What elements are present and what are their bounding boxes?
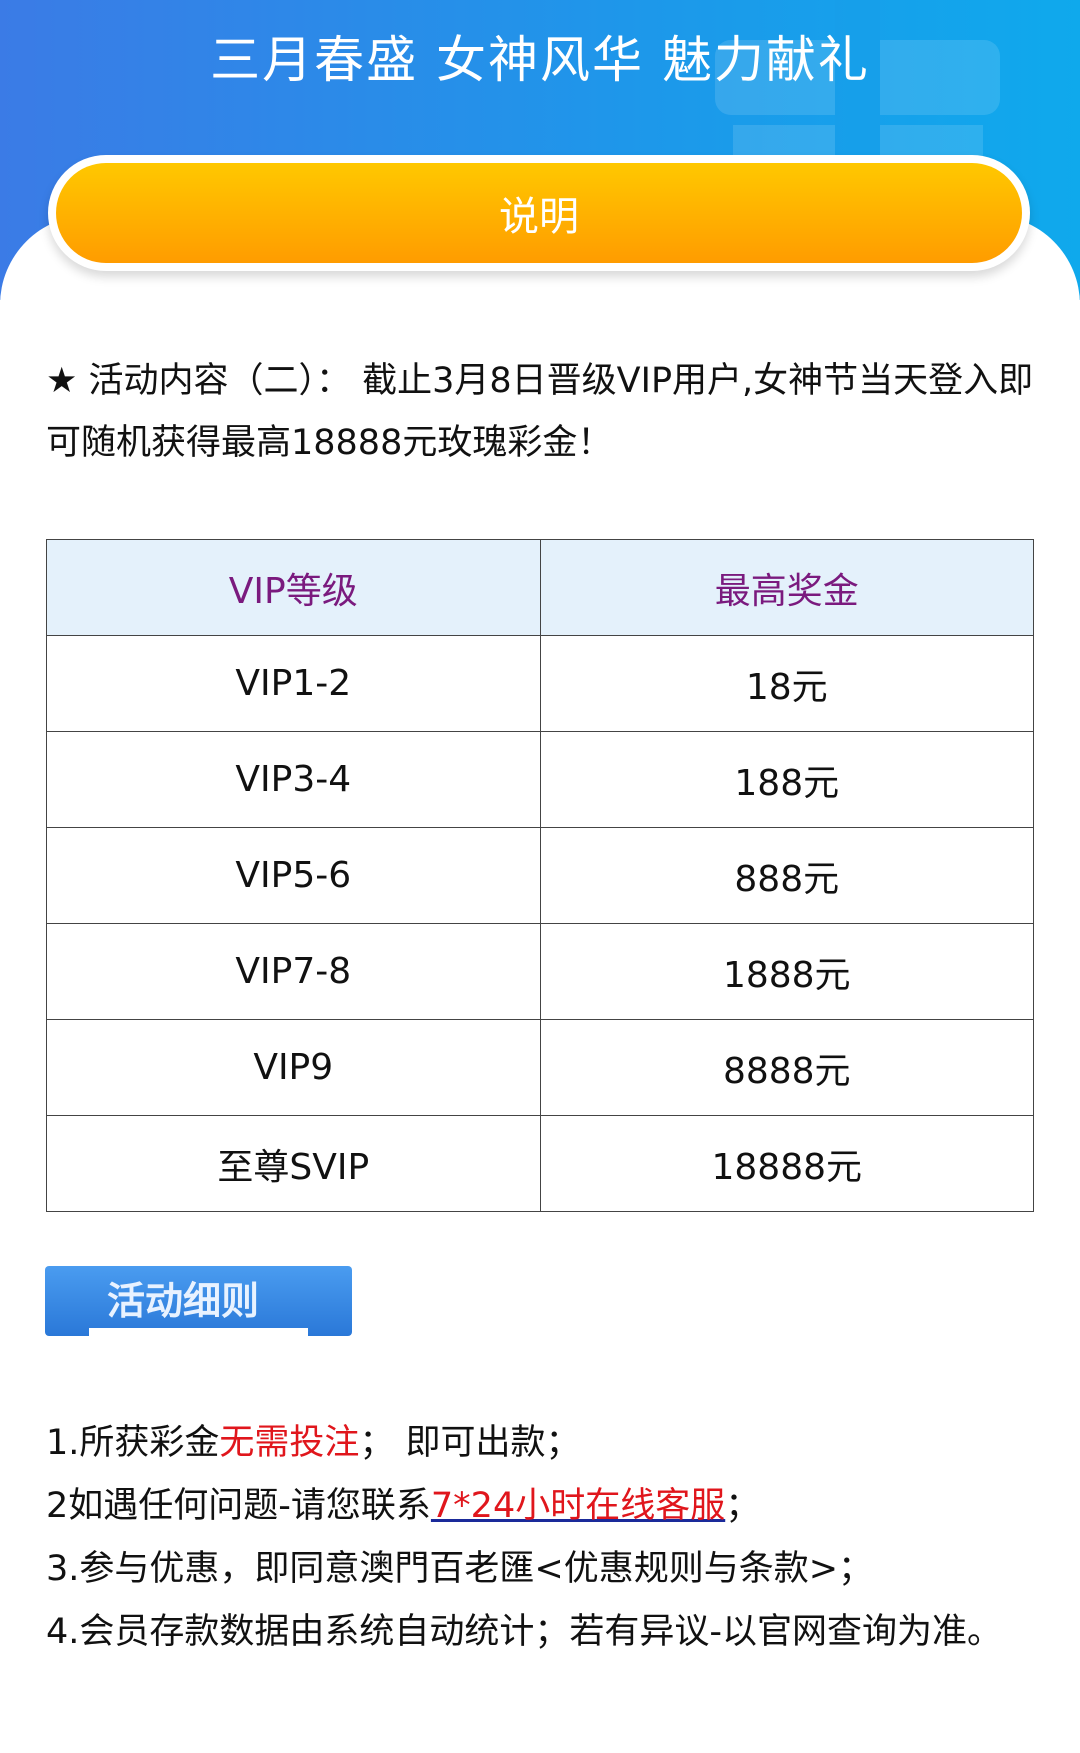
table-row: VIP5-6 888元 bbox=[46, 827, 1034, 924]
vip-level: VIP7-8 bbox=[46, 923, 541, 1020]
intro-text: ★ 活动内容（二）： 截止3月8日晋级VIP用户,女神节当天登入即可随机获得最高… bbox=[46, 350, 1036, 474]
rule-text: ； 即可出款； bbox=[359, 1423, 581, 1463]
table-row: VIP9 8888元 bbox=[46, 1019, 1034, 1116]
table-header-row: VIP等级 最高奖金 bbox=[46, 539, 1034, 636]
table-row: VIP3-4 188元 bbox=[46, 731, 1034, 828]
max-bonus: 8888元 bbox=[539, 1019, 1034, 1116]
rule-2: 2如遇任何问题-请您联系7*24小时在线客服； bbox=[46, 1475, 1046, 1538]
max-bonus: 18888元 bbox=[539, 1115, 1034, 1212]
rule-text: 1.所获彩金 bbox=[46, 1423, 220, 1463]
rule-1: 1.所获彩金无需投注； 即可出款； bbox=[46, 1412, 1046, 1475]
rule-3: 3.参与优惠，即同意澳門百老匯<优惠规则与条款>； bbox=[46, 1549, 874, 1589]
max-bonus: 188元 bbox=[539, 731, 1034, 828]
max-bonus: 18元 bbox=[539, 635, 1034, 732]
vip-level: VIP1-2 bbox=[46, 635, 541, 732]
vip-level: 至尊SVIP bbox=[46, 1115, 541, 1212]
header-vip-level: VIP等级 bbox=[46, 539, 541, 636]
vip-level: VIP9 bbox=[46, 1019, 541, 1116]
intro-body: 活动内容（二）： 截止3月8日晋级VIP用户,女神节当天登入即可随机获得最高18… bbox=[46, 361, 1034, 463]
vip-level: VIP3-4 bbox=[46, 731, 541, 828]
page-title: 三月春盛 女神风华 魅力献礼 bbox=[210, 31, 870, 89]
table-row: VIP7-8 1888元 bbox=[46, 923, 1034, 1020]
max-bonus: 1888元 bbox=[539, 923, 1034, 1020]
max-bonus: 888元 bbox=[539, 827, 1034, 924]
table-row: 至尊SVIP 18888元 bbox=[46, 1115, 1034, 1212]
explanation-button-wrap: 说明 bbox=[48, 155, 1030, 271]
star-icon: ★ bbox=[46, 361, 78, 401]
vip-level: VIP5-6 bbox=[46, 827, 541, 924]
bonus-table: VIP等级 最高奖金 VIP1-2 18元 VIP3-4 188元 VIP5-6 888… bbox=[46, 539, 1034, 1212]
rule-text: 2如遇任何问题-请您联系 bbox=[46, 1486, 431, 1526]
rules-list: 1.所获彩金无需投注； 即可出款； 2如遇任何问题-请您联系7*24小时在线客服… bbox=[46, 1412, 1046, 1664]
rule-4: 4.会员存款数据由系统自动统计；若有异议-以官网查询为准。 bbox=[46, 1612, 1003, 1652]
rule-highlight: 无需投注 bbox=[219, 1423, 360, 1463]
rules-badge-label: 活动细则 bbox=[107, 1279, 260, 1323]
header-max-bonus: 最高奖金 bbox=[539, 539, 1034, 636]
explanation-button[interactable]: 说明 bbox=[56, 163, 1022, 263]
table-row: VIP1-2 18元 bbox=[46, 635, 1034, 732]
rules-badge: 活动细则 bbox=[45, 1266, 352, 1336]
customer-service-link[interactable]: 7*24小时在线客服 bbox=[430, 1486, 726, 1526]
rule-text: ； bbox=[725, 1486, 761, 1526]
